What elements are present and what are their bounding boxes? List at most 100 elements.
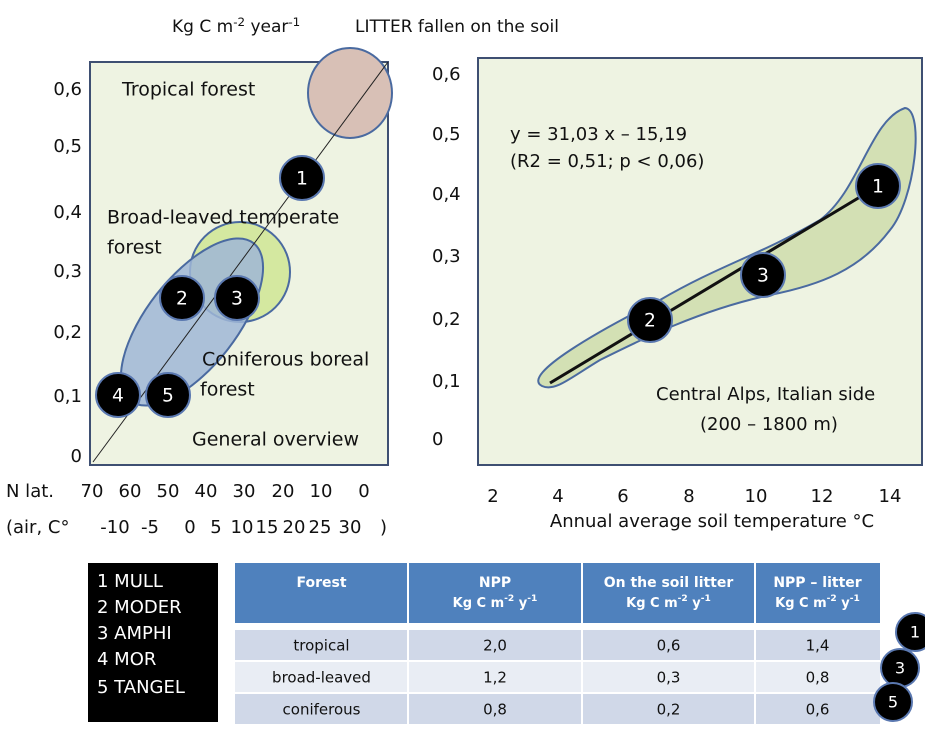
- figure-title: LITTER fallen on the soil: [355, 17, 559, 37]
- legend-entry: 4 MOR: [97, 649, 156, 670]
- table-cell: 2,0: [483, 637, 507, 655]
- table-header-cell: Forest: [296, 575, 346, 591]
- x-axis-label: Annual average soil temperature °C: [550, 511, 874, 532]
- x-tick-label: 10: [310, 481, 333, 502]
- x-tick-label: 25: [309, 517, 332, 538]
- soil-marker: [855, 163, 901, 209]
- x-tick-label: 50: [157, 481, 180, 502]
- x-tick-label: 2: [487, 486, 498, 507]
- table-header: [235, 563, 880, 623]
- unit-label: Kg C m-2 y-1: [775, 594, 860, 611]
- unit-exponent: -2: [504, 594, 514, 604]
- unit-base: Kg C m: [172, 17, 233, 37]
- table-cell: tropical: [293, 637, 349, 655]
- table-cell: 0,8: [483, 701, 507, 719]
- y-tick-label: 0,3: [53, 261, 82, 282]
- x-tick-label: 60: [119, 481, 142, 502]
- y-tick-label: 0,6: [53, 79, 82, 100]
- soil-marker: [627, 297, 673, 343]
- stats: (R2 = 0,51; p < 0,06): [510, 151, 704, 172]
- zone-label: Broad-leaved temperate: [107, 207, 339, 229]
- unit-base: Kg C m: [775, 596, 827, 611]
- legend-entry: 1 MULL: [97, 571, 163, 592]
- unit-base: Kg C m: [626, 596, 678, 611]
- x-tick-label: 0: [358, 481, 369, 502]
- unit-label: Kg C m-2 y-1: [626, 594, 711, 611]
- legend-entry: 3 AMPHI: [97, 623, 172, 644]
- unit-exponent: -2: [678, 594, 688, 604]
- table-cell: 0,6: [657, 637, 681, 655]
- y-tick-label: 0,6: [432, 64, 461, 85]
- y-tick-label: 0,1: [53, 386, 82, 407]
- y-tick-label: 0,1: [432, 371, 461, 392]
- marker-label: 3: [895, 659, 905, 678]
- y-tick-label: 0: [432, 429, 443, 450]
- y-tick-label: 0,5: [53, 136, 82, 157]
- equation: y = 31,03 x – 15,19: [510, 124, 687, 145]
- x-tick-label: 0: [184, 517, 195, 538]
- unit-mid: y: [837, 596, 851, 611]
- x-axis-label: (air, C°: [6, 517, 69, 538]
- y-tick-label: 0,4: [432, 184, 461, 205]
- y-tick-label: 0,4: [53, 202, 82, 223]
- zone-label: forest: [107, 237, 162, 259]
- y-tick-label: 0,3: [432, 246, 461, 267]
- soil-marker: [95, 372, 141, 418]
- zone-label: Tropical forest: [121, 79, 255, 101]
- table-cell: 0,2: [657, 701, 681, 719]
- marker-label: 1: [296, 169, 308, 190]
- x-tick-label: 10: [231, 517, 254, 538]
- unit-exponent: -1: [701, 594, 711, 604]
- x-tick-label: 20: [272, 481, 295, 502]
- zone-label: forest: [200, 379, 255, 401]
- legend-box: [88, 563, 218, 722]
- soil-marker: [159, 275, 205, 321]
- unit-exponent: -2: [233, 15, 245, 29]
- table-header-cell: NPP: [479, 575, 511, 591]
- x-tick-label: -5: [141, 517, 159, 538]
- table-cell: 1,4: [806, 637, 830, 655]
- panel-note: Central Alps, Italian side: [656, 384, 875, 405]
- marker-label: 3: [231, 289, 243, 310]
- marker-label: 1: [910, 623, 920, 642]
- table-cell: 1,2: [483, 669, 507, 687]
- x-tick-label: 15: [256, 517, 279, 538]
- y-tick-label: 0,2: [432, 309, 461, 330]
- panel-note: (200 – 1800 m): [700, 414, 838, 435]
- legend-entry: 5 TANGEL: [97, 677, 185, 698]
- unit-exponent: -1: [850, 594, 860, 604]
- unit-label: Kg C m-2 year-1: [172, 15, 300, 38]
- unit-exponent: -2: [827, 594, 837, 604]
- soil-marker: [740, 252, 786, 298]
- x-tick-label: -10: [100, 517, 129, 538]
- legend-entry: 2 MODER: [97, 597, 182, 618]
- y-tick-label: 0: [71, 446, 82, 467]
- unit-exponent: -1: [288, 15, 300, 29]
- trend-line: [92, 61, 389, 463]
- tropical-zone: [307, 47, 393, 139]
- x-tick-label: 8: [683, 486, 694, 507]
- marker-label: 3: [757, 266, 769, 287]
- soil-marker: [214, 275, 260, 321]
- soil-marker: [279, 155, 325, 201]
- x-tick-label: 6: [617, 486, 628, 507]
- zone-label: Coniferous boreal: [202, 349, 369, 371]
- soil-marker: [145, 372, 191, 418]
- marker-label: 5: [888, 693, 898, 712]
- marker-label: 4: [112, 386, 124, 407]
- unit-base: Kg C m: [453, 596, 505, 611]
- unit-exponent: -1: [527, 594, 537, 604]
- x-tick-label: 5: [210, 517, 221, 538]
- x-tick-label: 40: [195, 481, 218, 502]
- marker-label: 1: [872, 177, 884, 198]
- soil-marker: [873, 682, 913, 722]
- table-cell: 0,8: [806, 669, 830, 687]
- table-cell: 0,6: [806, 701, 830, 719]
- y-tick-label: 0,5: [432, 124, 461, 145]
- x-axis-label: N lat.: [6, 481, 54, 502]
- x-tick-label: 30: [233, 481, 256, 502]
- regression-line: [549, 183, 881, 385]
- unit-mid: y: [688, 596, 702, 611]
- unit-mid: year: [245, 17, 288, 37]
